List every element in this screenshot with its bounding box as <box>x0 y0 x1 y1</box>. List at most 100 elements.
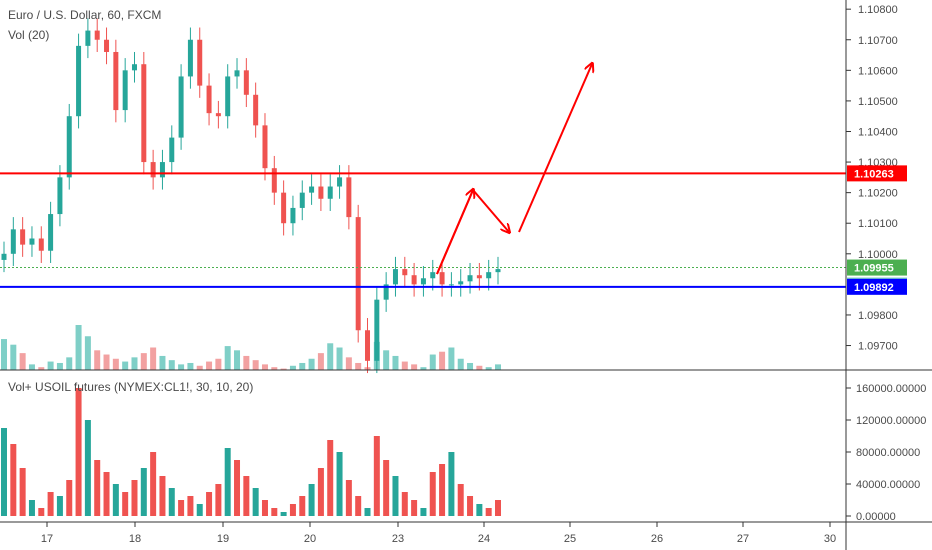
volume-bar <box>289 365 296 370</box>
volume-bar <box>10 344 17 370</box>
candle-body <box>392 269 398 285</box>
resistance-badge-bg <box>847 165 907 182</box>
volume-bar <box>47 361 54 370</box>
forecast-arrow-up[interactable] <box>518 64 592 233</box>
price-tick-label: 1.10500 <box>858 96 898 108</box>
lower-volume-bar <box>94 460 101 516</box>
candle-body <box>476 275 482 279</box>
candle-body <box>10 229 16 254</box>
support-badge-bg <box>847 278 907 295</box>
candle-body <box>448 284 454 286</box>
candle-body <box>281 192 287 224</box>
candle-body <box>57 177 63 215</box>
volume-bar <box>206 361 213 370</box>
lower-volume-bar <box>317 468 324 516</box>
lower-volume-bar <box>467 496 474 516</box>
lower-volume-bar <box>159 476 166 516</box>
candle-body <box>262 125 268 169</box>
lower-volume-bar <box>38 508 45 516</box>
volume-bar <box>261 364 268 370</box>
volume-bar <box>215 358 222 370</box>
lower-volume-bar <box>19 468 26 516</box>
candle-body <box>178 76 184 138</box>
volume-bar <box>122 361 129 370</box>
volume-bar <box>495 364 501 370</box>
candle-body <box>197 39 203 86</box>
price-tick-label: 1.10700 <box>858 35 898 47</box>
lower-volume-bar <box>103 472 110 516</box>
lower-volume-bar <box>336 452 343 516</box>
lower-volume-bar <box>112 484 119 516</box>
lower-volume-bar <box>122 492 129 516</box>
candle-body <box>458 281 464 285</box>
lower-tick-label: 80000.00000 <box>856 447 920 459</box>
candle-body <box>383 284 389 300</box>
lower-volume-bar <box>383 460 390 516</box>
volume-bar <box>224 346 231 370</box>
time-tick-label: 18 <box>129 533 141 545</box>
volume-bar <box>168 360 175 370</box>
price-tick-label: 1.10000 <box>858 249 898 261</box>
lower-tick-label: 40000.00000 <box>856 479 920 491</box>
candle-body <box>113 51 119 111</box>
volume-bar <box>178 364 185 370</box>
time-tick-label: 17 <box>41 533 53 545</box>
volume-bar <box>187 362 194 370</box>
volume-bar <box>131 357 138 370</box>
candle-body <box>318 186 324 199</box>
volume-bar <box>392 355 399 370</box>
lower-volume-bar <box>84 420 91 516</box>
upper-volume-bars <box>1 325 501 370</box>
candle-body <box>122 70 128 111</box>
volume-bar <box>38 367 45 370</box>
lower-volume-bar <box>280 512 287 516</box>
lower-volume-bar <box>289 504 296 516</box>
candle-body <box>104 39 110 52</box>
candle-body <box>420 278 426 285</box>
volume-bar <box>150 347 157 370</box>
forecast-arrow-first[interactable] <box>436 190 473 275</box>
lower-volume-bar <box>187 496 194 516</box>
candle-body <box>85 30 91 46</box>
price-tick-label: 1.10800 <box>858 4 898 16</box>
candle-body <box>131 64 137 71</box>
time-tick-label: 24 <box>478 533 490 545</box>
lower-volume-bar <box>196 504 203 516</box>
volume-bar <box>19 353 26 370</box>
lower-volume-bar <box>150 452 157 516</box>
volume-bar <box>159 355 166 370</box>
volume-bar <box>112 358 119 370</box>
candle-body <box>66 116 72 178</box>
candle-body <box>374 299 380 361</box>
lower-volume-bar <box>420 508 427 516</box>
candle-body <box>48 214 54 251</box>
candle-body <box>215 113 221 117</box>
volume-bar <box>467 362 474 370</box>
lower-volume-bar <box>10 444 17 516</box>
candle-body <box>206 85 212 114</box>
candle-body <box>271 168 277 193</box>
volume-bar <box>28 364 35 370</box>
candle-body <box>411 275 417 285</box>
lower-volume-bar <box>28 500 35 516</box>
lower-volume-bar <box>439 464 446 516</box>
lower-volume-bar <box>448 452 455 516</box>
price-tick-label: 1.09800 <box>858 310 898 322</box>
lower-volume-bar <box>252 488 259 516</box>
forecast-arrows <box>436 64 592 275</box>
volume-bar <box>1 339 7 370</box>
candle-body <box>467 275 473 282</box>
lower-volume-bar <box>429 472 436 516</box>
candle-body <box>337 177 343 187</box>
volume-bar <box>299 362 306 370</box>
lower-tick-label: 160000.00000 <box>856 383 926 395</box>
candle-body <box>187 39 193 77</box>
volume-bar <box>401 361 408 370</box>
lower-volume-bar <box>140 468 147 516</box>
price-tick-label: 1.10100 <box>858 218 898 230</box>
candle-body <box>20 229 26 245</box>
volume-bar <box>485 367 492 370</box>
lower-volume-bar <box>75 388 82 516</box>
